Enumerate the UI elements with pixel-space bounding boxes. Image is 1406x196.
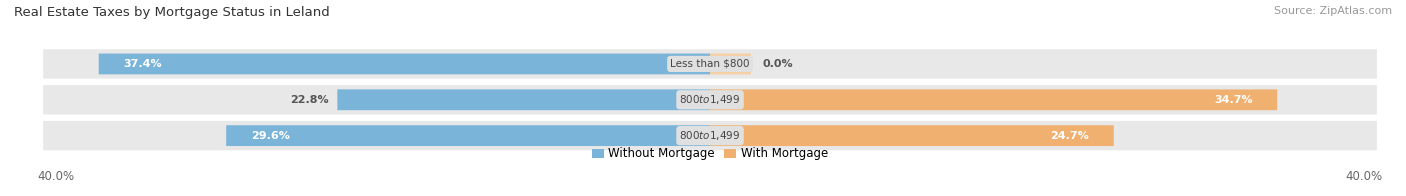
- FancyBboxPatch shape: [44, 121, 1376, 150]
- Text: 0.0%: 0.0%: [762, 59, 793, 69]
- Text: Source: ZipAtlas.com: Source: ZipAtlas.com: [1274, 6, 1392, 16]
- Text: 37.4%: 37.4%: [124, 59, 162, 69]
- Text: 22.8%: 22.8%: [291, 95, 329, 105]
- Text: 29.6%: 29.6%: [250, 131, 290, 141]
- FancyBboxPatch shape: [44, 49, 1376, 79]
- FancyBboxPatch shape: [98, 54, 710, 74]
- Legend: Without Mortgage, With Mortgage: Without Mortgage, With Mortgage: [588, 142, 832, 165]
- Text: 34.7%: 34.7%: [1213, 95, 1253, 105]
- FancyBboxPatch shape: [710, 89, 1277, 110]
- Text: Less than $800: Less than $800: [671, 59, 749, 69]
- Text: $800 to $1,499: $800 to $1,499: [679, 93, 741, 106]
- Text: 24.7%: 24.7%: [1050, 131, 1090, 141]
- FancyBboxPatch shape: [710, 54, 751, 74]
- FancyBboxPatch shape: [337, 89, 710, 110]
- FancyBboxPatch shape: [44, 85, 1376, 114]
- Text: $800 to $1,499: $800 to $1,499: [679, 129, 741, 142]
- FancyBboxPatch shape: [226, 125, 710, 146]
- FancyBboxPatch shape: [710, 125, 1114, 146]
- Text: Real Estate Taxes by Mortgage Status in Leland: Real Estate Taxes by Mortgage Status in …: [14, 6, 330, 19]
